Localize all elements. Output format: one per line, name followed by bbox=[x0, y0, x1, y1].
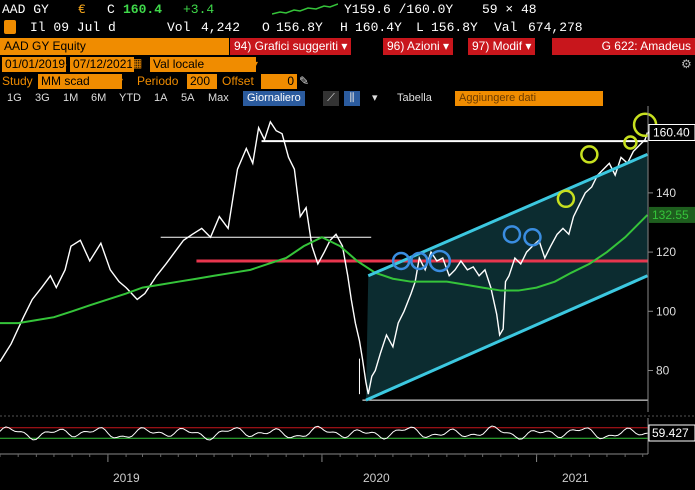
calendar-icon[interactable]: ▦ bbox=[131, 56, 143, 70]
menu-bar: AAD GY Equity 94) Grafici suggeriti ▾ 96… bbox=[0, 38, 695, 56]
high-value: 160.4Y bbox=[355, 20, 402, 35]
last-value-pointer bbox=[648, 131, 649, 134]
price-line bbox=[0, 120, 649, 395]
y-tick-label: 140 bbox=[656, 186, 676, 200]
sparkline-icon bbox=[272, 3, 338, 15]
study-select[interactable]: MM scad bbox=[38, 74, 122, 89]
quote-line: AAD GY € C 160.4 +3.4 Y159.6 /160.0Y 59 … bbox=[0, 0, 695, 18]
chart-name: G 622: Amadeus bbox=[552, 38, 695, 55]
value-value: 674,278 bbox=[528, 20, 583, 35]
date-to-field[interactable]: 07/12/2021 bbox=[70, 57, 134, 72]
volume-value: 4,242 bbox=[201, 20, 241, 35]
plot-area bbox=[0, 112, 658, 402]
volume-label: Vol bbox=[167, 20, 191, 35]
osc-value-box bbox=[648, 424, 695, 442]
date-from-field[interactable]: 01/01/2019 bbox=[2, 57, 66, 72]
x-tick-2021: 2021 bbox=[562, 471, 589, 485]
study-label: Study bbox=[2, 74, 33, 88]
range-1g[interactable]: 1G bbox=[7, 92, 22, 104]
bid-ask-size: 59 × 48 bbox=[482, 2, 537, 17]
last-price: 160.4 bbox=[123, 2, 163, 17]
period-input[interactable]: 200 bbox=[187, 74, 217, 89]
range-5a[interactable]: 5A bbox=[181, 92, 195, 104]
x-tick-2020: 2020 bbox=[363, 471, 390, 485]
y-tick-label: 100 bbox=[656, 304, 676, 318]
breakout-circle bbox=[580, 145, 599, 164]
channel-fill bbox=[365, 154, 648, 401]
range-max[interactable]: Max bbox=[208, 92, 229, 104]
osc-value-label: 59.427 bbox=[652, 426, 689, 440]
moving-average-line bbox=[0, 214, 649, 325]
oscillator-panel: 59.427 bbox=[0, 415, 695, 462]
settings-icon[interactable]: ⚙ bbox=[681, 57, 692, 71]
price-change: +3.4 bbox=[183, 2, 215, 17]
oscillator-line bbox=[0, 425, 649, 441]
chevron-down-icon[interactable]: ▾ bbox=[252, 57, 259, 71]
period-label: Periodo bbox=[137, 74, 179, 88]
add-data-input[interactable]: Aggiungere dati bbox=[455, 91, 603, 106]
touch-circle bbox=[428, 249, 452, 273]
bid-ask: Y159.6 /160.0Y bbox=[344, 2, 454, 17]
ma-value-label: 132.55 bbox=[652, 208, 689, 222]
quote-type-icon bbox=[4, 20, 16, 34]
y-tick-label: 120 bbox=[656, 245, 676, 259]
y-tick-label: 80 bbox=[656, 363, 670, 377]
high-label: H bbox=[340, 20, 348, 35]
suggested-charts-menu[interactable]: 94) Grafici suggeriti ▾ bbox=[230, 38, 352, 55]
toolbar-chevron-icon[interactable]: ▾ bbox=[372, 92, 378, 104]
currency-symbol: € bbox=[78, 2, 86, 17]
low-value: 156.8Y bbox=[431, 20, 478, 35]
touch-circle bbox=[391, 251, 411, 271]
breakout-circle bbox=[623, 135, 638, 150]
range-6m[interactable]: 6M bbox=[91, 92, 107, 104]
bar-chart-icon[interactable]: ⫼ bbox=[344, 91, 360, 106]
date-row: 01/01/2019 - 07/12/2021 ▦ Val locale ▾ ⚙ bbox=[0, 56, 695, 73]
ma-value-box bbox=[649, 206, 695, 223]
study-chevron-icon[interactable]: ▾ bbox=[117, 74, 124, 88]
range-toolbar: 1G 3G 1M 6M YTD 1A 5A Max Giornaliero ⟋ … bbox=[0, 90, 695, 107]
channel-lower-line bbox=[365, 274, 649, 402]
price-chart[interactable]: 80 100 120 140 160.40 132.55 59.427 bbox=[0, 106, 695, 490]
stats-line: Il 09 Jul d Vol 4,242 O 156.8Y H 160.4Y … bbox=[0, 18, 695, 37]
x-tick-2019: 2019 bbox=[113, 471, 140, 485]
y-axis: 80 100 120 140 160.40 132.55 bbox=[647, 106, 695, 412]
breakout-circle bbox=[556, 189, 576, 209]
value-label: Val bbox=[494, 20, 518, 35]
table-button[interactable]: Tabella bbox=[397, 92, 432, 104]
open-value: 156.8Y bbox=[276, 20, 323, 35]
time-label: Il 09 Jul d bbox=[30, 20, 116, 35]
frequency-select[interactable]: Giornaliero bbox=[243, 91, 305, 106]
touch-circle bbox=[410, 251, 429, 271]
low-label: L bbox=[416, 20, 424, 35]
study-row: Study MM scad ▾ Periodo 200 Offset 0 ✎ bbox=[0, 73, 695, 90]
range-1m[interactable]: 1M bbox=[63, 92, 79, 104]
open-label: O bbox=[262, 20, 270, 35]
actions-menu[interactable]: 96) Azioni ▾ bbox=[383, 38, 454, 55]
currency-select[interactable]: Val locale bbox=[150, 57, 256, 72]
touch-circle bbox=[502, 225, 522, 244]
ticker[interactable]: AAD GY bbox=[2, 2, 49, 17]
line-chart-icon[interactable]: ⟋ bbox=[323, 91, 339, 106]
range-3g[interactable]: 3G bbox=[35, 92, 50, 104]
modify-menu[interactable]: 97) Modif ▾ bbox=[468, 38, 536, 55]
range-1a[interactable]: 1A bbox=[154, 92, 168, 104]
offset-label: Offset bbox=[222, 74, 254, 88]
edit-icon[interactable]: ✎ bbox=[299, 74, 310, 88]
last-value-label: 160.40 bbox=[653, 125, 690, 139]
offset-input[interactable]: 0 bbox=[261, 74, 297, 89]
range-ytd[interactable]: YTD bbox=[119, 92, 141, 104]
security-field[interactable]: AAD GY Equity bbox=[0, 38, 229, 55]
touch-circle bbox=[523, 228, 542, 247]
close-prefix: C bbox=[107, 2, 115, 17]
